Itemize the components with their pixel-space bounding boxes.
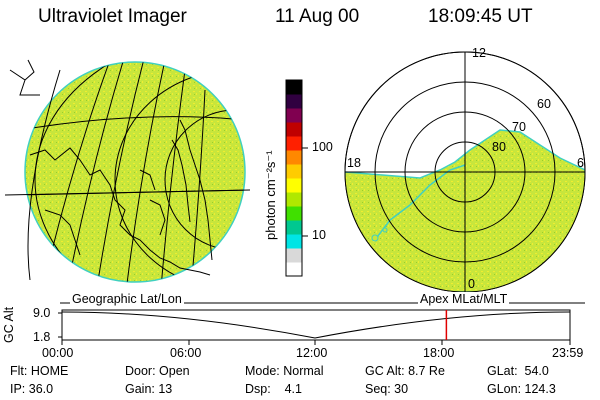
info-flt: Flt: HOME — [10, 364, 69, 378]
colorbar-segment — [286, 192, 302, 207]
date-label: 11 Aug 00 — [275, 6, 360, 27]
info-glat: GLat: 54.0 — [487, 364, 549, 378]
ring-label-80: 80 — [492, 140, 506, 154]
coastline — [9, 69, 213, 276]
colorbar-segment — [286, 94, 302, 109]
info-gcalt: GC Alt: 8.7 Re — [365, 364, 445, 378]
colorbar-segment — [286, 150, 302, 165]
polar-label-6: 6 — [577, 156, 584, 170]
info-dsp: Dsp: 4.1 — [245, 382, 302, 396]
geographic-image — [4, 59, 251, 283]
colorbar — [285, 79, 303, 277]
x-tick-0000: 00:00 — [42, 346, 74, 360]
colorbar-tick-100: 100 — [312, 140, 333, 154]
colorbar-segment — [286, 234, 302, 249]
colorbar-segment — [286, 262, 302, 277]
altitude-y-top: 9.0 — [33, 306, 51, 320]
colorbar-frame — [285, 79, 303, 277]
colorbar-segment — [286, 108, 302, 123]
polar-label-12: 12 — [472, 46, 486, 60]
apex-label: Apex MLat/MLT — [418, 292, 510, 306]
x-tick-1800: 18:00 — [423, 346, 455, 360]
colorbar-segment — [286, 220, 302, 235]
colorbar-segment — [286, 80, 302, 95]
info-glon: GLon: 124.3 — [487, 382, 556, 396]
altitude-y-bottom: 1.8 — [33, 330, 51, 344]
polar-plot — [344, 51, 586, 293]
x-tick-1200: 12:00 — [296, 346, 328, 360]
colorbar-segment — [286, 164, 302, 179]
ring-label-60: 60 — [537, 97, 551, 111]
polar-label-18: 18 — [347, 156, 361, 170]
x-tick-0600: 06:00 — [170, 346, 202, 360]
geographic-label: Geographic Lat/Lon — [70, 292, 184, 306]
info-door: Door: Open — [125, 364, 190, 378]
polar-label-0: 0 — [468, 277, 475, 291]
ring-label-70: 70 — [512, 120, 526, 134]
info-seq: Seq: 30 — [365, 382, 409, 396]
info-gain: Gain: 13 — [125, 382, 173, 396]
time-label: 18:09:45 UT — [428, 6, 533, 27]
info-ip: IP: 36.0 — [10, 382, 54, 396]
colorbar-tick-10: 10 — [312, 228, 326, 242]
colorbar-segment — [286, 122, 302, 137]
altitude-ylabel: GC Alt — [2, 306, 16, 343]
colorbar-unit-label: photon cm⁻²s⁻¹ — [263, 150, 278, 240]
app-title: Ultraviolet Imager — [38, 6, 187, 27]
info-mode: Mode: Normal — [245, 364, 324, 378]
colorbar-segment — [286, 178, 302, 193]
colorbar-segment — [286, 248, 302, 263]
altitude-plot — [58, 309, 571, 345]
x-tick-2359: 23:59 — [552, 346, 584, 360]
colorbar-segment — [286, 136, 302, 151]
colorbar-segment — [286, 206, 302, 221]
